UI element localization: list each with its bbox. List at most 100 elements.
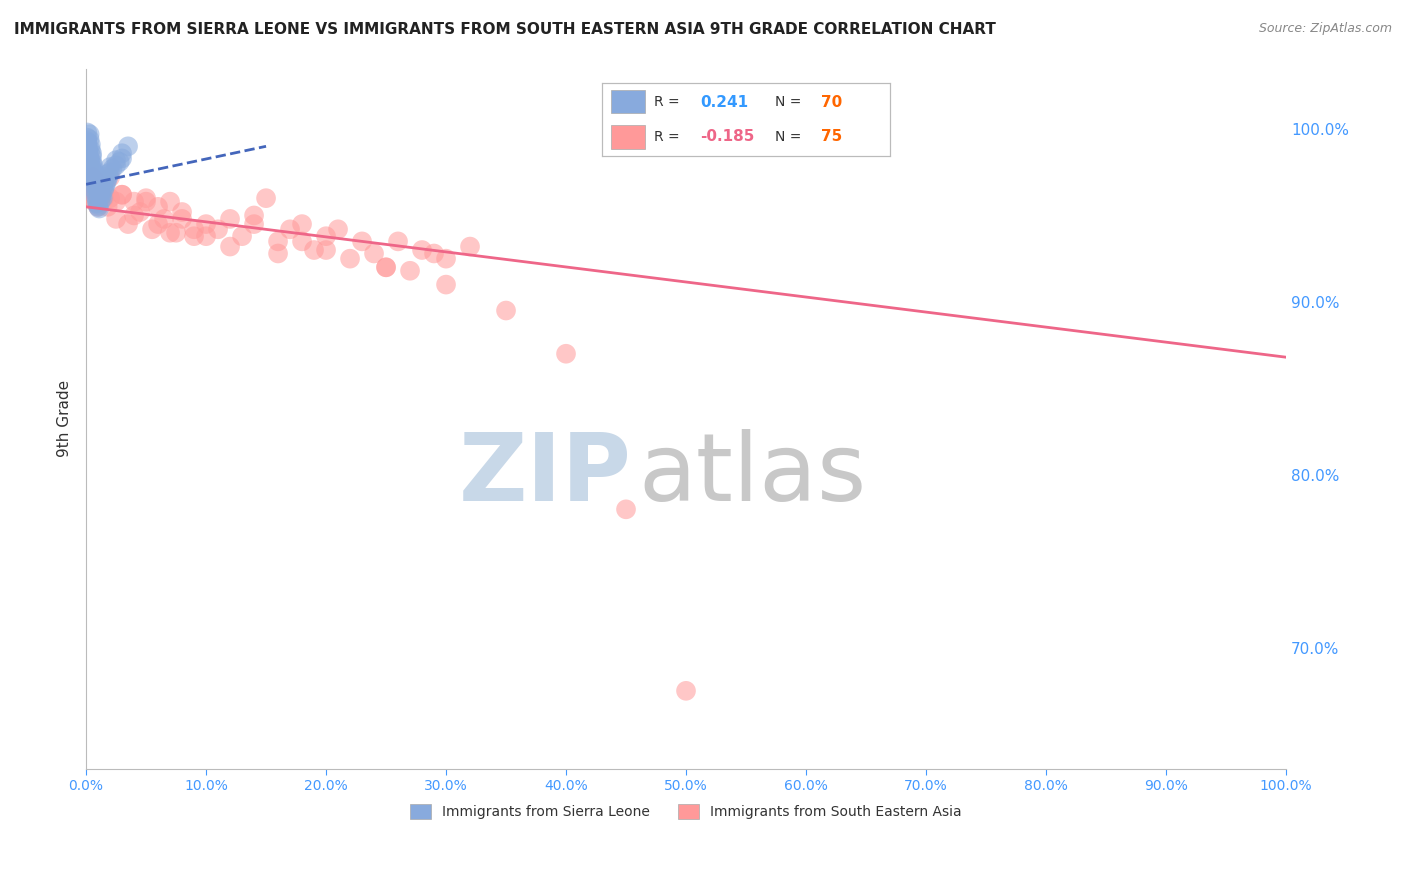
Point — [146, 217, 169, 231]
Point — [278, 222, 301, 236]
Point — [80, 143, 103, 157]
Point — [108, 154, 131, 169]
Point — [77, 148, 100, 162]
Point — [111, 187, 134, 202]
Point — [302, 243, 325, 257]
Point — [80, 170, 103, 185]
Point — [80, 158, 103, 172]
Point — [315, 243, 337, 257]
Point — [76, 130, 98, 145]
Point — [87, 181, 110, 195]
Point — [87, 174, 110, 188]
Point — [267, 246, 290, 260]
Point — [387, 235, 409, 249]
Point — [98, 191, 121, 205]
Point — [122, 209, 145, 223]
Point — [91, 181, 114, 195]
Point — [77, 152, 100, 166]
Point — [96, 176, 118, 190]
Point — [97, 200, 120, 214]
Point — [83, 165, 105, 179]
Point — [76, 136, 98, 150]
Point — [80, 137, 103, 152]
Point — [79, 152, 101, 166]
Point — [434, 277, 457, 292]
Point — [170, 205, 193, 219]
Point — [84, 189, 107, 203]
Point — [159, 194, 181, 209]
Point — [111, 146, 134, 161]
Point — [80, 182, 103, 196]
Point — [84, 176, 107, 190]
Point — [411, 243, 433, 257]
Point — [98, 170, 121, 185]
Point — [77, 145, 100, 159]
Point — [89, 179, 111, 194]
Text: Source: ZipAtlas.com: Source: ZipAtlas.com — [1258, 22, 1392, 36]
Point — [219, 239, 242, 253]
Point — [231, 229, 253, 244]
Y-axis label: 9th Grade: 9th Grade — [58, 380, 72, 457]
Point — [93, 191, 115, 205]
Point — [183, 222, 205, 236]
Point — [79, 154, 101, 169]
Point — [76, 134, 98, 148]
Point — [80, 150, 103, 164]
Point — [105, 153, 128, 168]
Point — [243, 217, 266, 231]
Point — [84, 186, 107, 200]
Point — [82, 158, 104, 172]
Point — [165, 226, 187, 240]
Point — [254, 191, 277, 205]
Point — [97, 169, 120, 183]
Point — [105, 194, 128, 209]
Point — [117, 139, 139, 153]
Point — [77, 156, 100, 170]
Point — [146, 200, 169, 214]
Point — [77, 148, 100, 162]
Point — [83, 194, 105, 209]
Point — [291, 235, 314, 249]
Point — [101, 161, 124, 176]
Point — [93, 182, 115, 196]
Point — [675, 683, 697, 698]
Point — [84, 172, 107, 186]
Point — [195, 217, 218, 231]
Point — [89, 187, 111, 202]
Point — [339, 252, 361, 266]
Point — [82, 161, 104, 176]
Point — [170, 211, 193, 226]
Point — [135, 191, 157, 205]
Point — [291, 217, 314, 231]
Point — [97, 172, 120, 186]
Point — [159, 226, 181, 240]
Point — [326, 222, 349, 236]
Point — [91, 191, 114, 205]
Point — [84, 181, 107, 195]
Point — [94, 179, 117, 194]
Point — [77, 178, 100, 192]
Point — [86, 196, 108, 211]
Point — [83, 169, 105, 183]
Point — [195, 229, 218, 244]
Point — [79, 174, 101, 188]
Point — [79, 160, 101, 174]
Point — [135, 194, 157, 209]
Point — [82, 170, 104, 185]
Point — [111, 187, 134, 202]
Point — [80, 165, 103, 179]
Point — [82, 176, 104, 190]
Point — [363, 246, 385, 260]
Point — [153, 211, 176, 226]
Point — [90, 189, 112, 203]
Point — [76, 141, 98, 155]
Point — [98, 165, 121, 179]
Point — [105, 158, 128, 172]
Point — [458, 239, 481, 253]
Point — [97, 167, 120, 181]
Point — [555, 347, 578, 361]
Point — [87, 200, 110, 214]
Point — [423, 246, 446, 260]
Point — [495, 303, 517, 318]
Point — [83, 179, 105, 194]
